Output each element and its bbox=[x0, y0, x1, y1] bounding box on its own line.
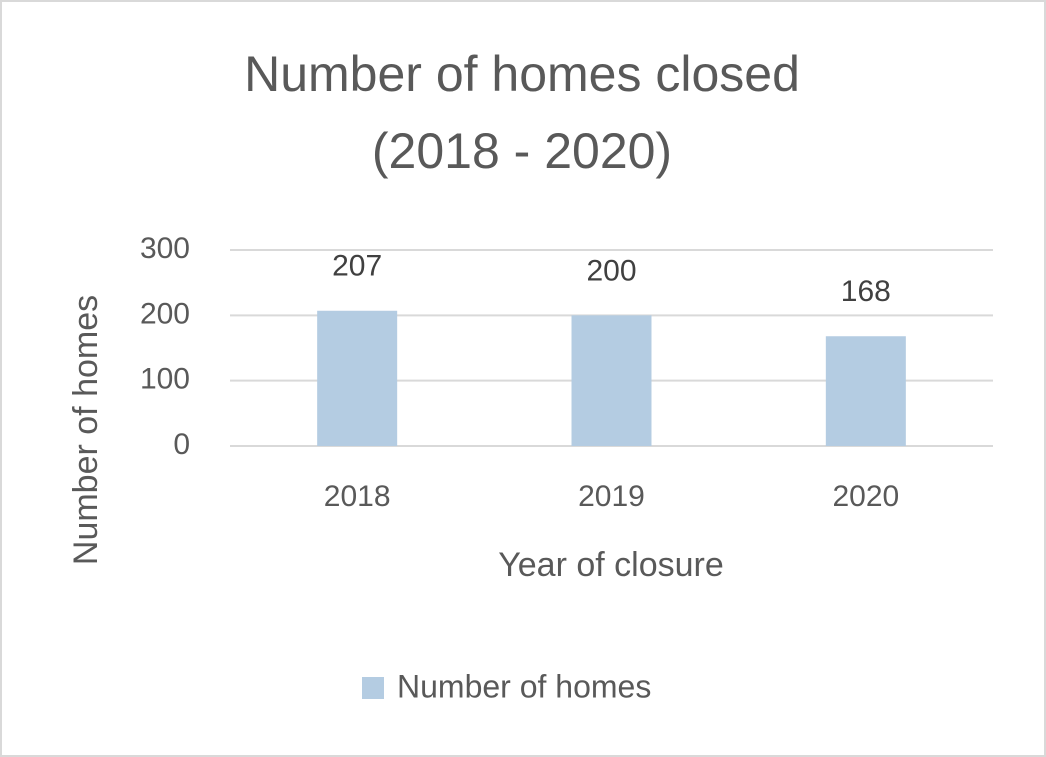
y-tick-label: 300 bbox=[140, 232, 190, 265]
data-label: 168 bbox=[841, 275, 891, 308]
legend-label: Number of homes bbox=[397, 668, 651, 704]
y-tick-label: 100 bbox=[140, 363, 190, 396]
bar bbox=[571, 315, 652, 446]
chart-title: (2018 - 2020) bbox=[372, 123, 672, 179]
x-tick-label: 2020 bbox=[832, 480, 899, 513]
data-label: 207 bbox=[332, 250, 382, 283]
x-axis-title: Year of closure bbox=[498, 546, 724, 584]
x-tick-label: 2019 bbox=[578, 480, 645, 513]
y-tick-label: 0 bbox=[173, 428, 190, 461]
data-label: 200 bbox=[586, 254, 636, 287]
legend-swatch bbox=[362, 677, 384, 699]
bar bbox=[825, 336, 906, 446]
bar bbox=[317, 310, 398, 446]
x-tick-label: 2018 bbox=[324, 480, 391, 513]
y-axis-title: Number of homes bbox=[67, 295, 105, 565]
y-tick-label: 200 bbox=[140, 297, 190, 330]
chart-title: Number of homes closed bbox=[244, 46, 800, 102]
